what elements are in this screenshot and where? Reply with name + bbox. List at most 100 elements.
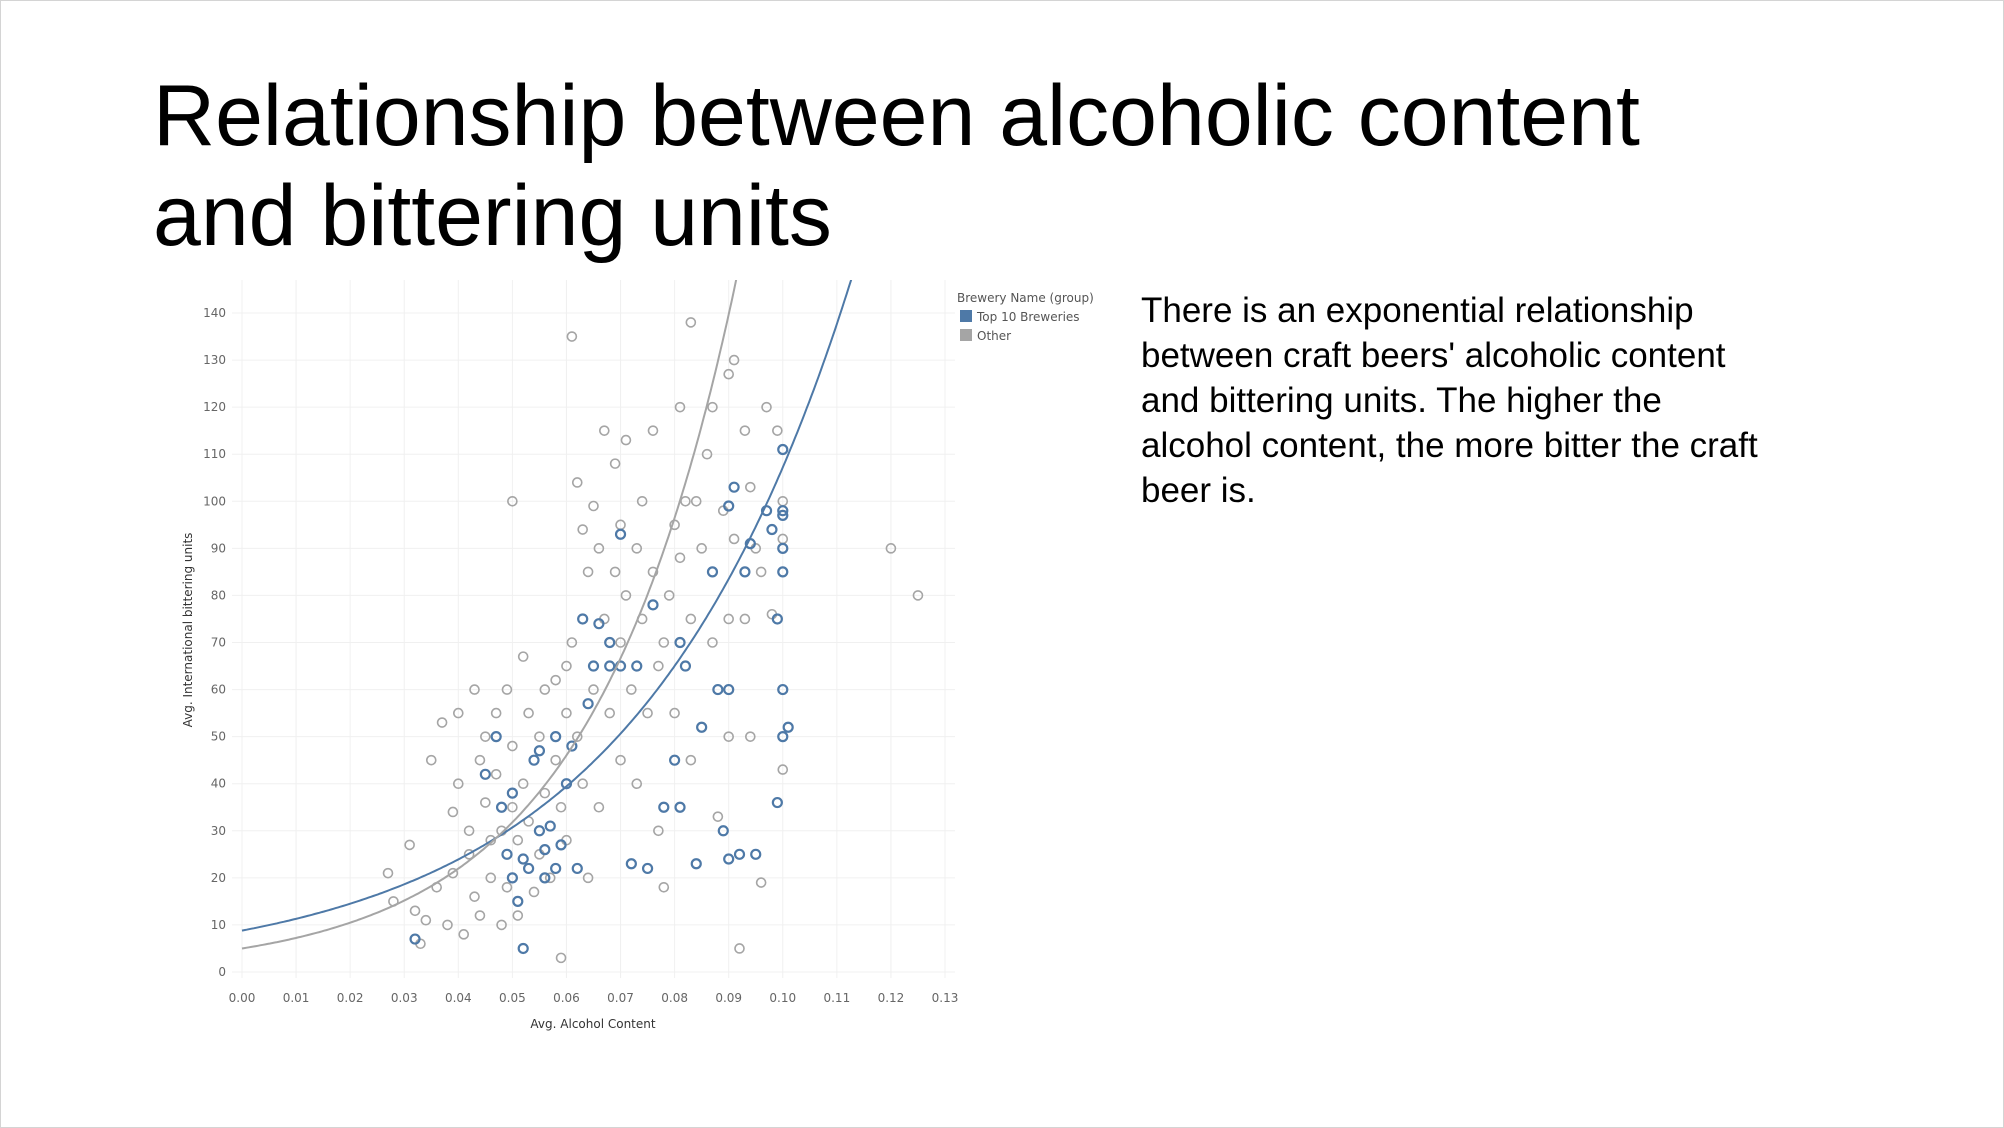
point-other bbox=[593, 801, 605, 813]
point-other bbox=[685, 317, 697, 328]
point-other bbox=[577, 778, 588, 790]
point-other bbox=[404, 839, 415, 851]
point-other bbox=[561, 660, 572, 672]
slide-title: Relationship between alcoholic content a… bbox=[153, 68, 1640, 264]
point-other bbox=[728, 533, 740, 545]
point-other bbox=[447, 867, 459, 879]
point-other bbox=[685, 613, 697, 625]
point-other bbox=[534, 731, 545, 742]
point-other bbox=[636, 495, 648, 507]
point-top-10-breweries bbox=[674, 801, 686, 813]
y-tick-label: 110 bbox=[203, 447, 226, 461]
point-other bbox=[463, 825, 475, 837]
point-top-10-breweries bbox=[669, 754, 681, 766]
point-top-10-breweries bbox=[587, 660, 600, 672]
point-other bbox=[669, 707, 680, 719]
point-other bbox=[523, 707, 534, 719]
y-tick-label: 30 bbox=[211, 824, 226, 838]
point-other bbox=[528, 886, 540, 898]
point-top-10-breweries bbox=[777, 443, 789, 456]
point-top-10-breweries bbox=[582, 698, 594, 710]
point-top-10-breweries bbox=[777, 542, 789, 554]
point-other bbox=[761, 401, 772, 413]
point-top-10-breweries bbox=[409, 933, 421, 945]
point-top-10-breweries bbox=[771, 796, 783, 809]
point-other bbox=[674, 552, 686, 564]
point-top-10-breweries bbox=[533, 825, 546, 837]
point-other bbox=[501, 684, 513, 695]
point-other bbox=[474, 754, 486, 766]
point-top-10-breweries bbox=[512, 895, 524, 907]
y-tick-label: 10 bbox=[211, 918, 226, 932]
point-top-10-breweries bbox=[566, 740, 578, 752]
point-other bbox=[723, 731, 734, 742]
point-top-10-breweries bbox=[614, 528, 627, 540]
point-other bbox=[420, 914, 432, 926]
y-tick-label: 70 bbox=[211, 636, 226, 650]
y-tick-label: 140 bbox=[203, 306, 226, 320]
y-tick-label: 20 bbox=[211, 871, 226, 885]
point-other bbox=[739, 425, 751, 436]
point-top-10-breweries bbox=[490, 731, 502, 743]
point-other bbox=[566, 331, 578, 342]
point-other bbox=[658, 881, 670, 893]
point-top-10-breweries bbox=[625, 858, 637, 870]
point-other bbox=[447, 806, 459, 818]
point-top-10-breweries bbox=[696, 721, 708, 733]
point-other bbox=[382, 867, 394, 879]
point-top-10-breweries bbox=[647, 599, 659, 611]
point-other bbox=[588, 500, 599, 512]
point-other bbox=[539, 684, 551, 695]
point-top-10-breweries bbox=[728, 481, 740, 493]
legend-label-other: Other bbox=[977, 329, 1011, 343]
trend-line-other bbox=[241, 280, 738, 950]
point-top-10-breweries bbox=[539, 872, 551, 884]
y-tick-label: 0 bbox=[218, 965, 226, 979]
point-other bbox=[539, 787, 551, 799]
point-other bbox=[615, 637, 626, 648]
point-other bbox=[626, 684, 637, 695]
point-top-10-breweries bbox=[679, 660, 692, 672]
point-other bbox=[512, 834, 524, 846]
point-top-10-breweries bbox=[706, 566, 719, 578]
x-tick-label: 0.03 bbox=[391, 991, 418, 1005]
point-other bbox=[685, 754, 697, 766]
point-other bbox=[582, 872, 594, 884]
point-top-10-breweries bbox=[777, 509, 789, 522]
point-other bbox=[571, 731, 583, 742]
point-other bbox=[555, 952, 567, 964]
trend-line-top-10-breweries bbox=[241, 280, 853, 932]
point-other bbox=[658, 637, 670, 648]
scatter-chart: 0.00 0.01 0.02 0.03 0.04 0.05 0.06 0.07 0.08 0.09… bbox=[181, 280, 1094, 1031]
point-other bbox=[680, 495, 691, 507]
point-top-10-breweries bbox=[604, 636, 616, 649]
point-other bbox=[620, 434, 632, 446]
point-other bbox=[777, 764, 789, 775]
y-tick-label: 130 bbox=[203, 353, 226, 367]
legend-title: Brewery Name (group) bbox=[957, 291, 1094, 305]
x-axis-title: Avg. Alcohol Content bbox=[530, 1017, 655, 1031]
x-tick-label: 0.01 bbox=[283, 991, 310, 1005]
legend-swatch-top-10 bbox=[960, 310, 972, 322]
x-tick-label: 0.07 bbox=[607, 991, 634, 1005]
point-other bbox=[463, 849, 475, 860]
point-top-10-breweries bbox=[771, 613, 783, 625]
point-other bbox=[631, 778, 643, 790]
point-top-10-breweries bbox=[777, 505, 789, 517]
point-top-10-breweries bbox=[766, 523, 778, 536]
point-top-10-breweries bbox=[544, 820, 556, 832]
point-other bbox=[566, 637, 578, 648]
x-tick-label: 0.11 bbox=[823, 991, 850, 1005]
point-top-10-breweries bbox=[506, 787, 518, 799]
point-top-10-breweries bbox=[517, 942, 529, 955]
point-other bbox=[696, 543, 707, 554]
point-other bbox=[755, 877, 767, 888]
point-top-10-breweries bbox=[571, 862, 583, 875]
point-top-10-breweries bbox=[658, 801, 670, 813]
point-top-10-breweries bbox=[777, 683, 789, 696]
x-tick-label: 0.05 bbox=[499, 991, 526, 1005]
point-other bbox=[485, 872, 497, 884]
point-other bbox=[653, 660, 664, 672]
x-tick-label: 0.10 bbox=[769, 991, 796, 1005]
point-top-10-breweries bbox=[550, 731, 562, 743]
